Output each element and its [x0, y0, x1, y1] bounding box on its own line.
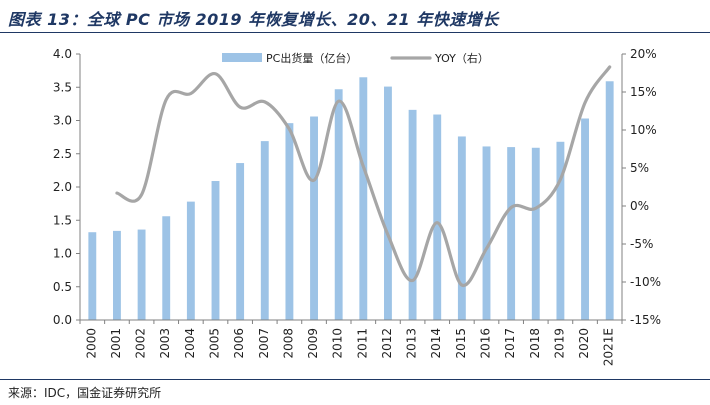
- left-tick-label: 1.0: [53, 247, 72, 261]
- bar-2014: [433, 114, 442, 321]
- x-tick-label: 2008: [281, 328, 295, 359]
- left-tick-label: 0.0: [53, 313, 72, 327]
- chart-title: 图表 13：全球 PC 市场 2019 年恢复增长、20、21 年快速增长: [8, 10, 499, 29]
- bar-2018: [531, 147, 540, 320]
- right-tick-label: 5%: [630, 161, 649, 175]
- x-tick-label: 2006: [232, 328, 246, 359]
- bar-2006: [236, 163, 245, 320]
- bars-group: [88, 77, 614, 321]
- line-group: [115, 65, 612, 287]
- x-tick-label: 2013: [405, 328, 419, 359]
- footer-divider: [0, 379, 710, 380]
- x-tick-label: 2014: [429, 328, 443, 359]
- bar-2003: [162, 216, 171, 320]
- x-tick-label: 2021E: [602, 328, 616, 366]
- right-tick-label: -10%: [630, 275, 661, 289]
- x-tick-label: 2001: [109, 328, 123, 359]
- bar-2011: [359, 77, 368, 320]
- left-tick-label: 0.5: [53, 280, 72, 294]
- bar-2010: [334, 89, 343, 321]
- right-tick-label: 20%: [630, 47, 657, 61]
- x-tick-label: 2007: [257, 328, 271, 359]
- x-tick-label: 2017: [503, 328, 517, 359]
- bar-2002: [137, 229, 146, 320]
- bar-2012: [384, 86, 392, 320]
- x-tick-label: 2018: [528, 328, 542, 359]
- x-tick-label: 2009: [306, 328, 320, 359]
- source-note: 来源：IDC，国金证券研究所: [8, 386, 162, 400]
- left-tick-label: 2.0: [53, 180, 72, 194]
- x-tick-label: 2012: [380, 328, 394, 359]
- bar-2009: [310, 116, 318, 320]
- x-tick-label: 2004: [183, 328, 197, 359]
- bar-2019: [556, 141, 565, 320]
- bar-2000: [88, 232, 97, 320]
- left-tick-label: 3.0: [53, 114, 72, 128]
- x-tick-label: 2015: [454, 328, 468, 359]
- legend: PC出货量（亿台） YOY（右）: [222, 51, 489, 65]
- x-tick-label: 2011: [355, 328, 369, 359]
- right-tick-label: 10%: [630, 123, 657, 137]
- x-tick-label: 2005: [208, 328, 222, 359]
- left-tick-label: 2.5: [53, 147, 72, 161]
- bar-2007: [260, 141, 269, 320]
- right-tick-label: 0%: [630, 199, 649, 213]
- left-tick-label: 3.5: [53, 80, 72, 94]
- right-tick-label: 15%: [630, 85, 657, 99]
- x-tick-label: 2010: [331, 328, 345, 359]
- bar-2021E: [605, 81, 614, 321]
- bar-2013: [408, 109, 417, 320]
- legend-bar-label: PC出货量（亿台）: [266, 51, 357, 65]
- x-tick-label: 2002: [134, 328, 148, 359]
- bar-2004: [186, 201, 195, 320]
- x-tick-label: 2016: [479, 328, 493, 359]
- bar-2015: [457, 136, 466, 320]
- yoy-line: [115, 65, 612, 287]
- x-tick-label: 2019: [552, 328, 566, 359]
- x-tick-label: 2000: [84, 328, 98, 359]
- axes-group: 0.0 0.5 1.0 1.5 2.0 2.5 3.0 3.5 4.0 -15% -10% -5% 0%…: [53, 47, 661, 366]
- bar-2016: [482, 146, 491, 320]
- legend-bar-swatch: [222, 53, 262, 62]
- chart: 0.0 0.5 1.0 1.5 2.0 2.5 3.0 3.5 4.0 -15% -10% -5% 0%…: [53, 47, 661, 366]
- x-tick-label: 2003: [158, 328, 172, 359]
- x-tick-label: 2020: [577, 328, 591, 359]
- left-tick-label: 4.0: [53, 47, 72, 61]
- bar-2020: [581, 118, 589, 320]
- right-tick-label: -15%: [630, 313, 661, 327]
- bar-2001: [113, 230, 121, 320]
- bar-2008: [285, 123, 294, 320]
- left-tick-label: 1.5: [53, 213, 72, 227]
- legend-line-label: YOY（右）: [434, 51, 489, 65]
- bar-2005: [211, 181, 220, 320]
- title-divider: [0, 32, 710, 33]
- right-tick-label: -5%: [630, 237, 653, 251]
- bar-2017: [507, 147, 516, 320]
